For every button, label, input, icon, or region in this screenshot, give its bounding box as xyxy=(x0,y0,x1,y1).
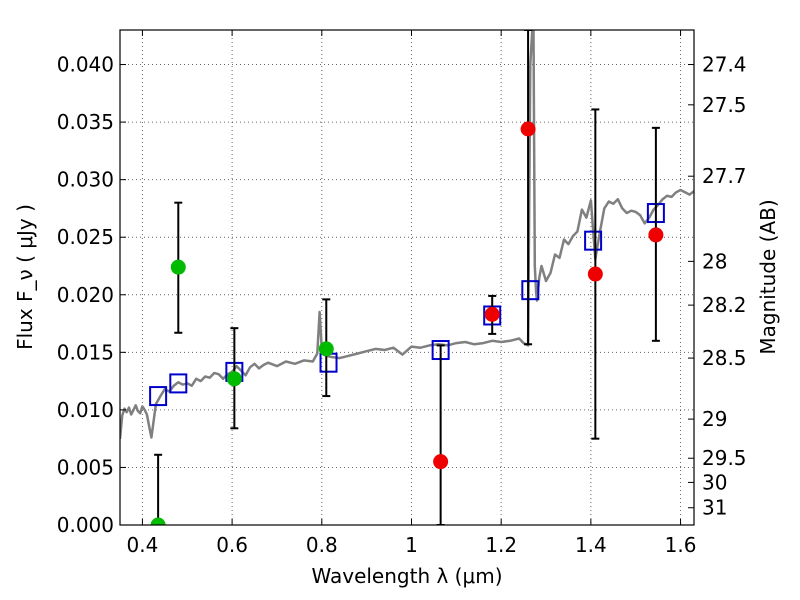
data-point xyxy=(648,227,664,243)
model-point xyxy=(169,373,188,394)
right-tick-label: 31 xyxy=(702,496,727,520)
data-point xyxy=(226,371,242,387)
x-tick-label: 0.6 xyxy=(216,533,248,557)
right-tick-label: 28.2 xyxy=(702,293,747,317)
x-tick-label: 1 xyxy=(405,533,418,557)
y-tick-label: 0.025 xyxy=(57,225,114,249)
data-point xyxy=(520,121,536,137)
right-tick-label: 27.7 xyxy=(702,164,747,188)
spectrum-line xyxy=(120,30,694,439)
y-tick-label: 0.040 xyxy=(57,53,114,77)
plot-area xyxy=(120,30,694,525)
right-tick-label: 28.5 xyxy=(702,346,747,370)
model-point xyxy=(149,386,168,407)
grid xyxy=(120,30,694,526)
plot-frame xyxy=(119,29,695,526)
right-tick-label: 27.4 xyxy=(702,53,747,77)
data-point xyxy=(318,341,334,357)
y-tick-label: 0.015 xyxy=(57,340,114,364)
x-tick-label: 1.4 xyxy=(575,533,607,557)
y-tick-label: 0.030 xyxy=(57,168,114,192)
data-point xyxy=(587,266,603,282)
y-axis-label: Flux F_ν ( μJy ) xyxy=(13,204,37,350)
right-tick-label: 29 xyxy=(702,407,727,431)
data-point xyxy=(433,454,449,470)
x-tick-label: 0.4 xyxy=(127,533,159,557)
data-point xyxy=(150,517,166,525)
right-tick-label: 29.5 xyxy=(702,446,747,470)
y-tick-label: 0.005 xyxy=(57,455,114,479)
model-point xyxy=(521,280,540,301)
right-tick-label: 28 xyxy=(702,249,727,273)
data-point xyxy=(484,306,500,322)
x-tick-label: 0.8 xyxy=(306,533,338,557)
right-tick-label: 30 xyxy=(702,470,727,494)
model-point xyxy=(584,230,603,251)
axis-ticks: 0.4 0.6 0.8 1 1.2 1.4 1.6 0.000 0.005 0.010 0.015 0… xyxy=(57,30,747,557)
right-tick-label: 27.5 xyxy=(702,93,747,117)
data-point xyxy=(170,259,186,275)
x-axis-label: Wavelength λ (μm) xyxy=(311,564,502,588)
x-tick-label: 1.2 xyxy=(485,533,517,557)
right-axis-label: Magnitude (AB) xyxy=(756,199,780,354)
y-tick-label: 0.020 xyxy=(57,283,114,307)
y-tick-label: 0.010 xyxy=(57,398,114,422)
y-tick-label: 0.035 xyxy=(57,110,114,134)
x-tick-label: 1.6 xyxy=(665,533,697,557)
y-tick-label: 0.000 xyxy=(57,513,114,537)
